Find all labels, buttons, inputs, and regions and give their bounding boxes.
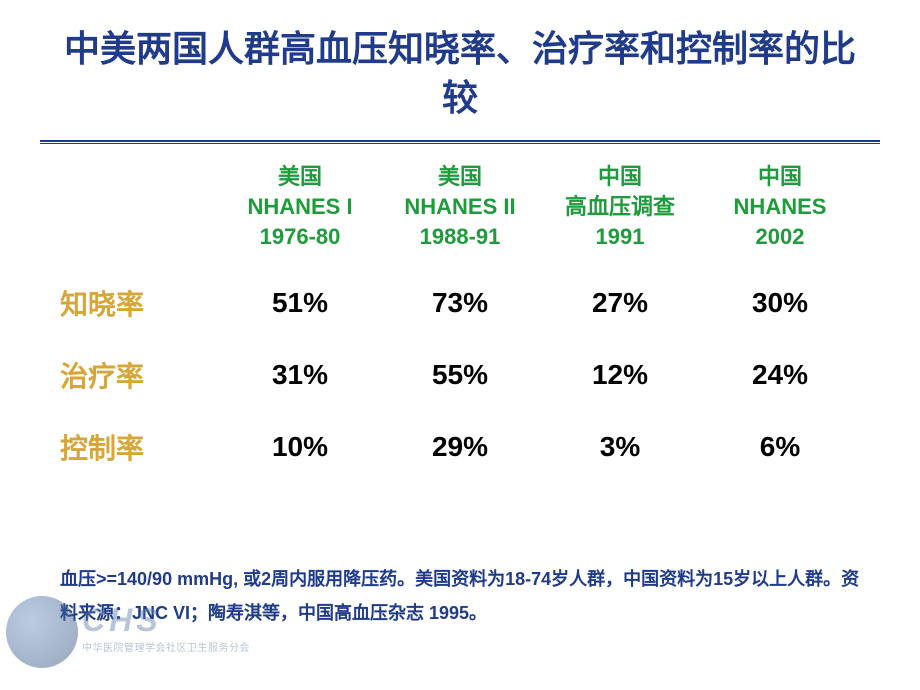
data-cell: 27%: [540, 287, 700, 319]
data-cell: 12%: [540, 359, 700, 391]
header-line: 中国: [700, 162, 860, 192]
data-cell: 51%: [220, 287, 380, 319]
table-row: 知晓率 51% 73% 27% 30%: [60, 283, 860, 323]
org-logo: CHS 中华医院管理学会社区卫生服务分会: [0, 594, 260, 672]
logo-acronym: CHS: [82, 602, 250, 639]
header-line: 高血压调查: [540, 192, 700, 222]
table-header-row: 美国 NHANES I 1976-80 美国 NHANES II 1988-91…: [60, 162, 860, 251]
header-line: 1991: [540, 222, 700, 252]
header-line: NHANES I: [220, 192, 380, 222]
column-header: 中国 NHANES 2002: [700, 162, 860, 251]
header-line: NHANES: [700, 192, 860, 222]
column-header: 美国 NHANES I 1976-80: [220, 162, 380, 251]
row-label: 治疗率: [60, 355, 220, 395]
data-cell: 6%: [700, 431, 860, 463]
data-cell: 3%: [540, 431, 700, 463]
data-cell: 10%: [220, 431, 380, 463]
slide-title: 中美两国人群高血压知晓率、治疗率和控制率的比较: [0, 0, 920, 132]
divider-container: [0, 132, 920, 144]
header-line: 1988-91: [380, 222, 540, 252]
column-header: 美国 NHANES II 1988-91: [380, 162, 540, 251]
header-line: NHANES II: [380, 192, 540, 222]
data-cell: 73%: [380, 287, 540, 319]
header-spacer: [60, 162, 220, 251]
table-row: 治疗率 31% 55% 12% 24%: [60, 355, 860, 395]
comparison-table: 美国 NHANES I 1976-80 美国 NHANES II 1988-91…: [0, 144, 920, 467]
header-line: 中国: [540, 162, 700, 192]
data-cell: 30%: [700, 287, 860, 319]
row-label: 控制率: [60, 427, 220, 467]
data-cell: 24%: [700, 359, 860, 391]
logo-text-block: CHS 中华医院管理学会社区卫生服务分会: [82, 602, 250, 654]
data-cell: 29%: [380, 431, 540, 463]
data-cell: 55%: [380, 359, 540, 391]
table-row: 控制率 10% 29% 3% 6%: [60, 427, 860, 467]
logo-org-name: 中华医院管理学会社区卫生服务分会: [82, 639, 250, 654]
column-header: 中国 高血压调查 1991: [540, 162, 700, 251]
header-line: 1976-80: [220, 222, 380, 252]
data-cell: 31%: [220, 359, 380, 391]
header-line: 美国: [220, 162, 380, 192]
header-line: 美国: [380, 162, 540, 192]
header-line: 2002: [700, 222, 860, 252]
row-label: 知晓率: [60, 283, 220, 323]
logo-globe-icon: [6, 596, 78, 668]
